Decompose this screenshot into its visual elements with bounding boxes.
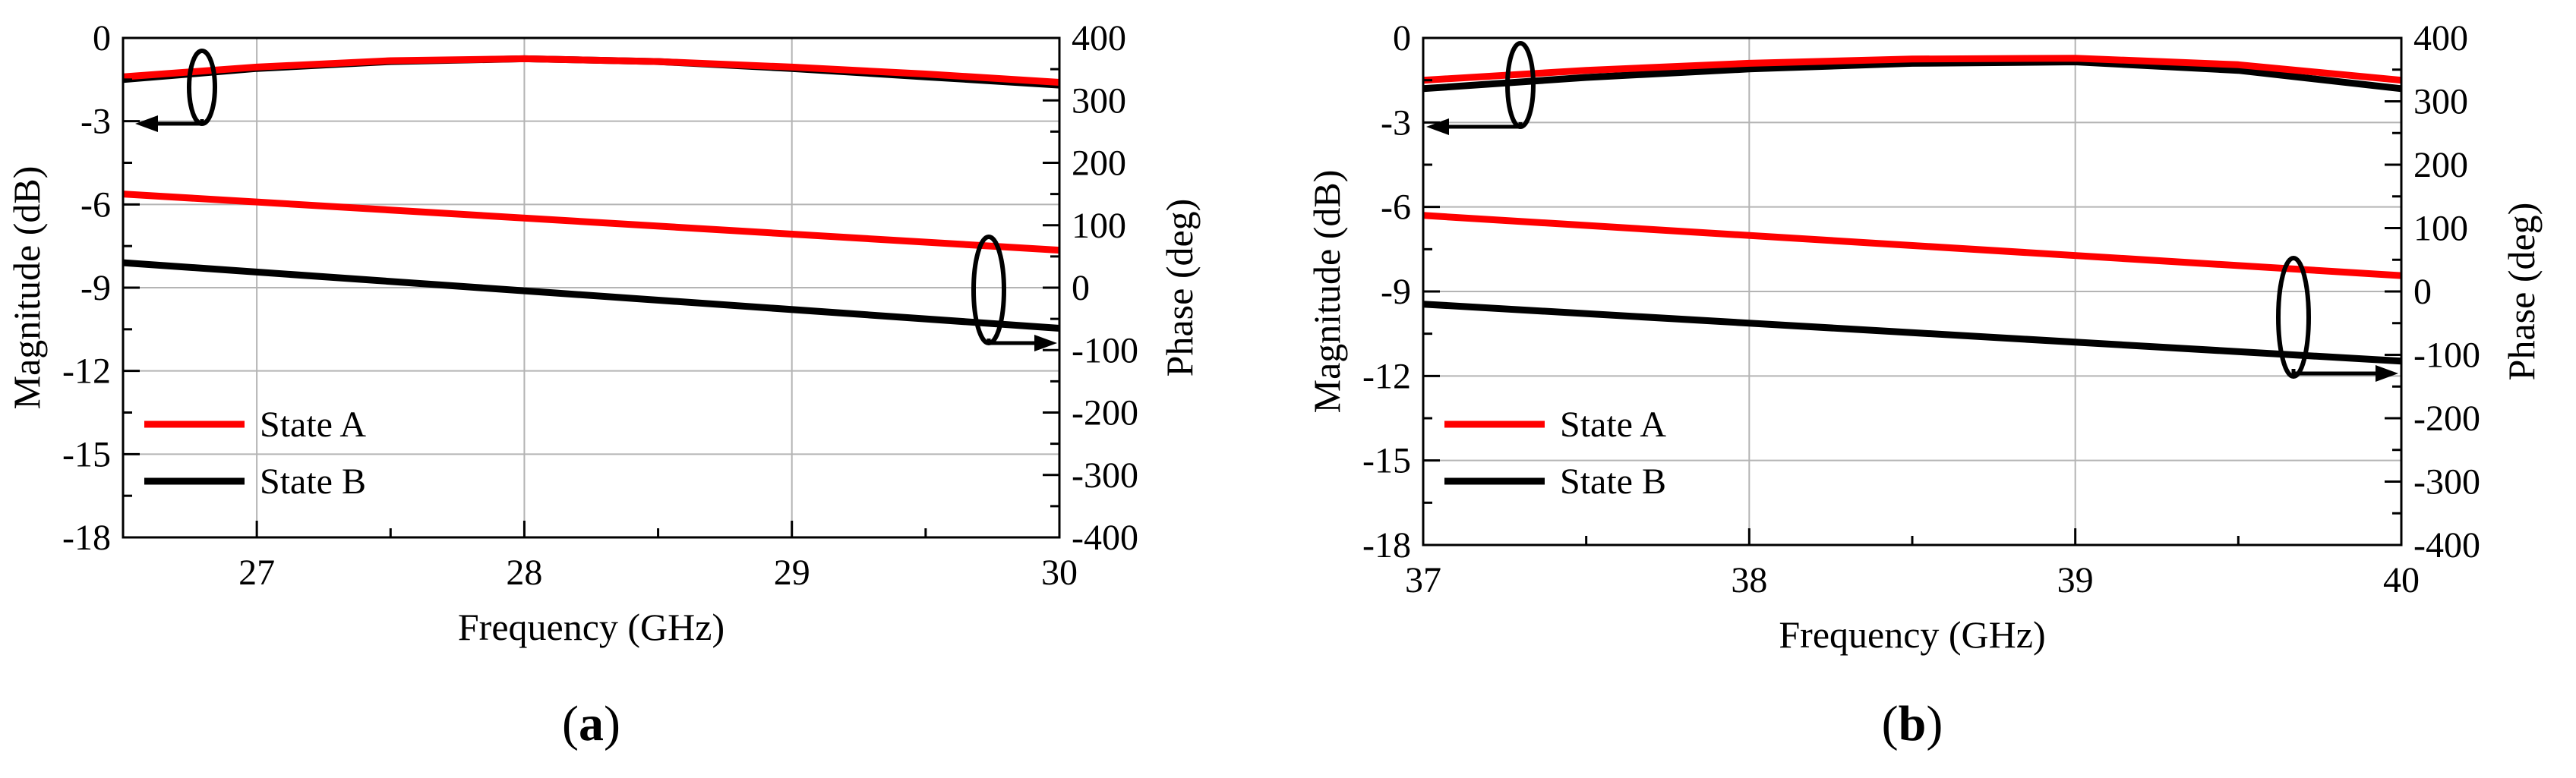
x-tick-label: 40: [2383, 560, 2420, 600]
x-tick-label: 28: [506, 553, 542, 593]
magnitude-axis-ellipse: [187, 49, 217, 126]
y-left-axis-title: Magnitude (dB): [5, 166, 48, 410]
x-tick-label: 38: [1731, 560, 1767, 600]
phase-axis-ellipse: [2276, 256, 2311, 379]
panel-label-letter: b: [1899, 696, 1927, 751]
y-right-tick-label: 0: [1072, 268, 1090, 308]
phase-axis-ellipse: [971, 235, 1006, 345]
x-axis-title: Frequency (GHz): [1779, 613, 2045, 656]
x-tick-label: 27: [238, 553, 275, 593]
x-tick-label: 30: [1041, 553, 1078, 593]
x-axis-title: Frequency (GHz): [458, 606, 724, 648]
y-right-tick-label: 0: [2413, 272, 2432, 312]
magnitude-arrowhead: [1426, 118, 1449, 135]
magnitude-axis-arrow: [152, 119, 204, 126]
legend-label: State A: [260, 405, 366, 445]
y-right-tick-label: -100: [1072, 330, 1138, 370]
magnitude-axis-arrow: [1443, 122, 1523, 129]
phase-axis-arrow: [2291, 369, 2382, 376]
y-right-tick-label: 100: [1072, 206, 1126, 246]
y-right-tick-label: 400: [1072, 18, 1126, 58]
magnitude-arrowhead: [135, 115, 158, 132]
y-right-axis-title: Phase (deg): [2500, 203, 2543, 381]
panel-label-open: (: [1882, 696, 1899, 751]
panel-label-letter: a: [579, 696, 604, 751]
y-left-axis-title: Magnitude (dB): [1305, 170, 1348, 414]
series-line-state-b-phase: [122, 259, 1060, 332]
legend-label: State B: [1560, 461, 1666, 502]
y-right-tick-label: 300: [2413, 82, 2468, 122]
y-right-tick-label: 400: [2413, 18, 2468, 58]
y-right-tick-label: -300: [1072, 455, 1138, 496]
x-tick-label: 29: [774, 553, 810, 593]
y-left-tick-label: -3: [80, 102, 111, 142]
y-right-tick-label: -200: [1072, 393, 1138, 433]
y-left-tick-label: -12: [62, 351, 111, 392]
y-right-tick-label: -400: [2413, 525, 2480, 565]
y-right-tick-label: 200: [1072, 143, 1126, 184]
x-tick-label: 37: [1405, 560, 1441, 600]
panel-label-close: ): [1926, 696, 1943, 751]
legend-label: State B: [260, 461, 366, 502]
y-right-tick-label: -300: [2413, 462, 2480, 502]
y-right-tick-label: -400: [1072, 518, 1138, 558]
panel-label-close: ): [604, 696, 620, 751]
phase-arrowhead: [1034, 335, 1057, 351]
y-left-tick-label: -15: [1362, 441, 1411, 481]
panel-label: (a): [562, 696, 620, 751]
y-right-tick-label: -200: [2413, 398, 2480, 439]
series-line-state-a-phase: [122, 191, 1060, 254]
y-left-tick-label: 0: [93, 18, 111, 58]
y-right-tick-label: 200: [2413, 145, 2468, 185]
chart-panel-a: 27 28 29 300-3-6-9-12-15-184003002001000-10…: [5, 18, 1201, 751]
y-right-axis-title: Phase (deg): [1158, 199, 1201, 377]
phase-axis-arrow: [987, 339, 1040, 345]
panel-label-open: (: [562, 696, 579, 751]
series-line-state-b-phase: [1422, 301, 2402, 365]
y-left-tick-label: -6: [1381, 187, 1411, 228]
y-right-tick-label: 300: [1072, 80, 1126, 121]
series-line-state-b-magnitude: [1422, 58, 2402, 93]
chart-panel-b: 37 38 39 400-3-6-9-12-15-184003002001000-10…: [1305, 18, 2543, 751]
y-left-tick-label: -12: [1362, 356, 1411, 396]
y-left-tick-label: 0: [1393, 18, 1411, 58]
series-line-state-a-magnitude: [1422, 55, 2402, 84]
y-left-tick-label: -18: [1362, 525, 1411, 565]
legend-label: State A: [1560, 405, 1666, 445]
y-left-tick-label: -9: [1381, 272, 1411, 312]
series-line-state-a-phase: [1422, 212, 2402, 279]
y-left-tick-label: -3: [1381, 102, 1411, 143]
y-left-tick-label: -9: [80, 268, 111, 308]
y-right-tick-label: -100: [2413, 335, 2480, 376]
series-line-state-a-magnitude: [122, 55, 1060, 86]
phase-arrowhead: [2376, 365, 2398, 382]
y-left-tick-label: -6: [80, 184, 111, 225]
y-left-tick-label: -18: [62, 518, 111, 558]
y-left-tick-label: -15: [62, 434, 111, 474]
y-right-tick-label: 100: [2413, 209, 2468, 249]
panel-label: (b): [1882, 696, 1943, 751]
x-tick-label: 39: [2057, 560, 2094, 600]
